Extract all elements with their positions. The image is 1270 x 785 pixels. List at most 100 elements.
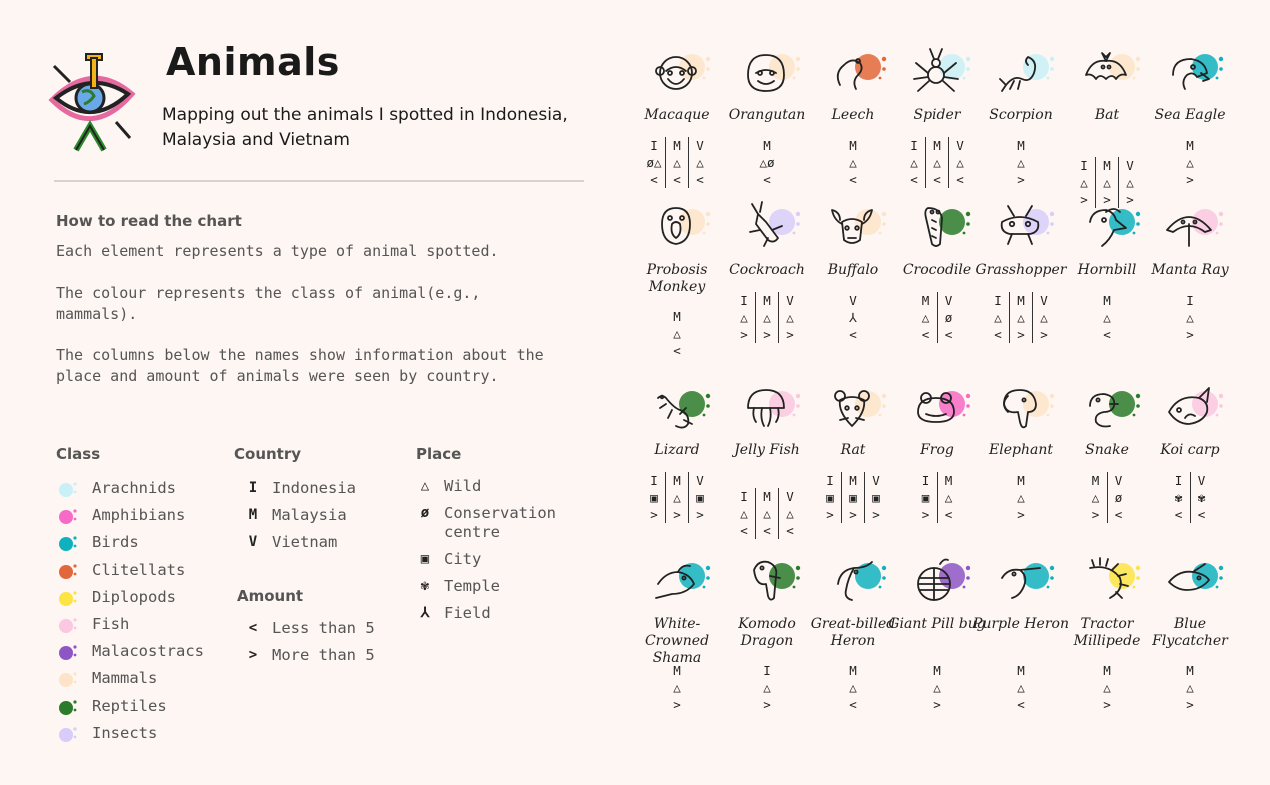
class-legend-label: Mammals bbox=[92, 669, 158, 688]
stats-value: < bbox=[849, 172, 857, 187]
stats-value: > bbox=[921, 507, 930, 522]
stats-place-row: △ bbox=[1149, 154, 1231, 171]
stats-value: > bbox=[1032, 326, 1055, 343]
stats-value: I bbox=[910, 138, 918, 153]
stats-value: I bbox=[763, 663, 771, 678]
stats-place-row: △ bbox=[1149, 679, 1231, 696]
animal-name: Snake bbox=[1085, 442, 1129, 458]
stats-value: M bbox=[1186, 663, 1194, 678]
animal-stats: M △ < bbox=[812, 662, 894, 713]
animal-purple-heron: Purple Heron M △ < bbox=[973, 554, 1069, 714]
animal-stats: V ⅄ < bbox=[812, 292, 894, 343]
class-legend-title: Class bbox=[56, 445, 101, 463]
stats-value: △ bbox=[849, 155, 857, 170]
animal-stats: M △ < bbox=[980, 662, 1062, 713]
stats-place-row: △ bbox=[636, 325, 718, 342]
stats-country-row: M bbox=[980, 137, 1062, 154]
animal-stats: M △ < bbox=[1066, 292, 1148, 343]
animal-lizard: Lizard I M V ▣ △ ▣ > > > bbox=[636, 382, 718, 542]
animal-jelly-fish: Jelly Fish I M V △ △ △ < < < bbox=[726, 382, 808, 542]
stats-value: △ bbox=[688, 154, 711, 171]
stats-value: < bbox=[1103, 327, 1111, 342]
stats-value: △ bbox=[1186, 310, 1194, 325]
stats-place-row: △ bbox=[980, 489, 1062, 506]
stats-place-row: △ bbox=[980, 154, 1062, 171]
stats-value: < bbox=[994, 327, 1002, 342]
stats-value: < bbox=[650, 172, 658, 187]
stats-amount-row: > bbox=[896, 696, 978, 713]
stats-value: M bbox=[1009, 292, 1032, 309]
stats-amount-row: < < bbox=[1149, 506, 1231, 523]
class-swatch-icon bbox=[58, 698, 78, 716]
class-swatch-icon bbox=[58, 562, 78, 580]
stats-value: △ bbox=[740, 310, 748, 325]
animal-stats: I V ✾ ✾ < < bbox=[1149, 472, 1231, 523]
rat-icon bbox=[826, 382, 890, 438]
animal-giant-pill-bug: Giant Pill bug M △ > bbox=[888, 554, 986, 714]
class-swatch-icon bbox=[58, 534, 78, 552]
stats-amount-row: < bbox=[812, 171, 894, 188]
animal-stats: I M V △ △ △ < < < bbox=[726, 488, 808, 539]
stats-place-row: △ △ △ bbox=[980, 309, 1062, 326]
koi-carp-icon bbox=[1163, 382, 1227, 438]
animal-stats: M △ < bbox=[636, 308, 718, 359]
stats-value: < bbox=[936, 506, 960, 523]
stats-value: △ø bbox=[759, 155, 775, 170]
stats-value: V bbox=[778, 488, 801, 505]
lizard-icon bbox=[650, 382, 714, 438]
stats-amount-row: < < bbox=[896, 326, 978, 343]
crocodile-icon bbox=[910, 200, 974, 256]
animal-stats: I M V △ △ △ < < < bbox=[896, 137, 978, 188]
stats-value: △ bbox=[1017, 155, 1025, 170]
stats-value: V bbox=[864, 472, 887, 489]
howto-paragraph-3: The columns below the names show informa… bbox=[56, 346, 544, 385]
animal-leech: Leech M △ < bbox=[812, 45, 894, 205]
stats-amount-row: < bbox=[980, 696, 1062, 713]
stats-value: △ bbox=[1118, 174, 1141, 191]
stats-value: M bbox=[1017, 138, 1025, 153]
place-symbol-icon: ⅄ bbox=[420, 605, 430, 621]
animal-stats: M △ < bbox=[812, 137, 894, 188]
stats-amount-row: < bbox=[636, 342, 718, 359]
stats-amount-row: < bbox=[726, 171, 808, 188]
animal-grasshopper: Grasshopper I M V △ △ △ < > > bbox=[976, 200, 1066, 360]
stats-place-row: ⅄ bbox=[812, 309, 894, 326]
stats-value: I bbox=[650, 138, 658, 153]
stats-value: △ bbox=[1017, 490, 1025, 505]
animal-name: Bat bbox=[1094, 107, 1120, 123]
animal-name: Orangutan bbox=[728, 107, 806, 123]
stats-place-row: △ △ △ bbox=[726, 505, 808, 522]
stats-value: I bbox=[921, 473, 930, 488]
stats-value: ▣ bbox=[921, 490, 930, 505]
animal-white-crowned-shama: White-Crowned Shama M △ > bbox=[636, 554, 718, 714]
country-symbol-icon: V bbox=[248, 534, 258, 550]
stats-value: < bbox=[1017, 697, 1025, 712]
stats-value: < bbox=[948, 171, 971, 188]
stats-place-row: △ø bbox=[896, 309, 978, 326]
pill-bug-icon bbox=[910, 554, 974, 610]
amount-legend-title: Amount bbox=[237, 587, 304, 605]
animal-snake: Snake M V △ ø > < bbox=[1066, 382, 1148, 542]
place-legend-label: Conservation centre bbox=[444, 504, 556, 541]
stats-value: < bbox=[910, 172, 918, 187]
stats-amount-row: > < bbox=[896, 506, 978, 523]
stats-value: △ bbox=[673, 680, 681, 695]
stats-value: > bbox=[1186, 697, 1194, 712]
animal-stats: M △ > bbox=[980, 137, 1062, 188]
stats-value: ▣ bbox=[688, 489, 711, 506]
stats-country-row: M bbox=[726, 137, 808, 154]
stats-value: I bbox=[740, 293, 748, 308]
class-legend-label: Amphibians bbox=[92, 506, 186, 525]
animal-stats: M △ > bbox=[1149, 662, 1231, 713]
stats-value: < bbox=[665, 171, 688, 188]
animal-stats: I M V △ △ △ > > > bbox=[726, 292, 808, 343]
elephant-icon bbox=[994, 382, 1058, 438]
animal-rat: Rat I M V ▣ ▣ ▣ > > > bbox=[812, 382, 894, 542]
place-legend-label: Temple bbox=[444, 577, 500, 595]
class-legend-label: Birds bbox=[92, 533, 139, 552]
animal-koi-carp: Koi carp I V ✾ ✾ < < bbox=[1149, 382, 1231, 542]
komodo-dragon-icon bbox=[740, 554, 804, 610]
stats-amount-row: > bbox=[726, 696, 808, 713]
